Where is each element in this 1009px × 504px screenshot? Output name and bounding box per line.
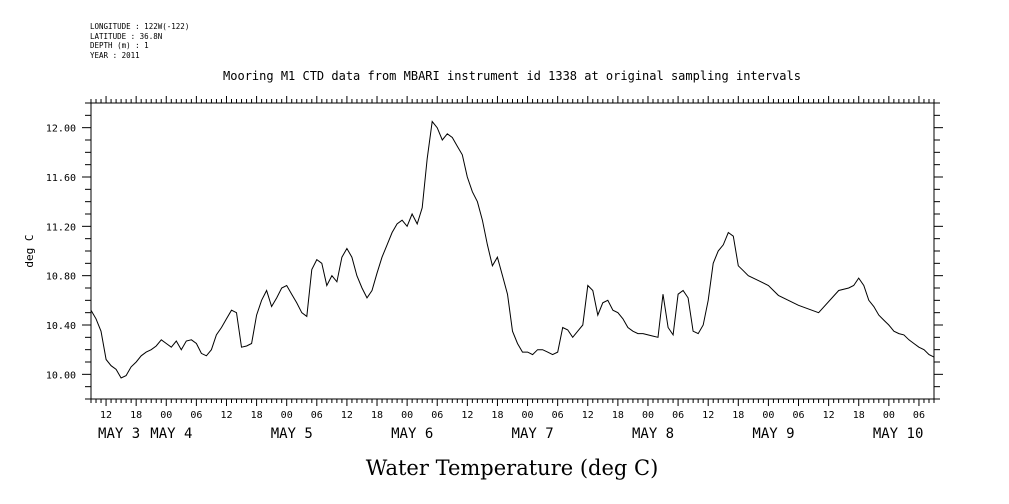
x-hour-tick-label: 00: [642, 410, 654, 421]
x-hour-tick-label: 12: [702, 410, 714, 421]
x-hour-tick-label: 06: [552, 410, 564, 421]
x-hour-tick-label: 00: [762, 410, 774, 421]
x-hour-tick-label: 18: [853, 410, 865, 421]
axes-group: 12 18 00 06 12 18 00 06 12 18 00 06 12 18 00 06 12 18 00 06…: [46, 96, 943, 442]
y-tick-label: 10.80: [46, 272, 76, 283]
x-hour-tick-label: 18: [251, 410, 263, 421]
x-hour-tick-label: 12: [461, 410, 473, 421]
latitude-text: LATITUDE : 36.8N: [90, 31, 163, 41]
x-hour-tick-label: 12: [582, 410, 594, 421]
x-hour-tick-label: 12: [341, 410, 353, 421]
x-hour-tick-label: 00: [401, 410, 413, 421]
metadata-block: LONGITUDE : 122W(-122) LATITUDE : 36.8N …: [90, 22, 189, 60]
x-hour-tick-label: 06: [311, 410, 323, 421]
x-hour-tick-label: 12: [220, 410, 232, 421]
x-day-label: MAY 7: [512, 426, 554, 442]
x-hour-tick-label: 18: [491, 410, 503, 421]
x-axis-label: Water Temperature (deg C): [366, 456, 659, 480]
y-tick-label: 11.60: [46, 173, 76, 184]
y-tick-label: 12.00: [46, 124, 76, 135]
x-hour-tick-label: 06: [431, 410, 443, 421]
plot-frame: [90, 102, 935, 400]
x-hour-tick-label: 12: [823, 410, 835, 421]
x-hour-tick-label: 00: [883, 410, 895, 421]
temperature-series-line: [90, 120, 935, 379]
x-hour-tick-label: 18: [732, 410, 744, 421]
x-hour-tick-label: 00: [522, 410, 534, 421]
longitude-text: LONGITUDE : 122W(-122): [90, 22, 190, 31]
y-tick-label: 10.40: [46, 321, 76, 332]
year-text: YEAR : 2011: [90, 50, 140, 60]
x-day-label: MAY 3: [98, 426, 140, 442]
x-day-label: MAY 10: [873, 426, 924, 442]
x-hour-tick-label: 18: [612, 410, 624, 421]
depth-text: DEPTH (m) : 1: [90, 41, 149, 50]
x-day-label: MAY 4: [150, 426, 192, 442]
x-day-label: MAY 6: [391, 426, 433, 442]
x-hour-tick-label: 00: [160, 410, 172, 421]
x-day-label: MAY 9: [752, 426, 794, 442]
x-hour-tick-label: 00: [281, 410, 293, 421]
y-axis-label: deg C: [23, 234, 36, 267]
x-hour-tick-label: 06: [190, 410, 202, 421]
x-hour-tick-label: 06: [672, 410, 684, 421]
x-hour-tick-label: 12: [100, 410, 112, 421]
chart-title: Mooring M1 CTD data from MBARI instrumen…: [223, 69, 801, 83]
x-hour-tick-label: 06: [792, 410, 804, 421]
x-hour-tick-label: 06: [913, 410, 925, 421]
x-day-label: MAY 8: [632, 426, 674, 442]
x-hour-tick-label: 18: [130, 410, 142, 421]
x-day-label: MAY 5: [271, 426, 313, 442]
y-tick-label: 11.20: [46, 222, 76, 233]
x-hour-tick-label: 18: [371, 410, 383, 421]
y-tick-label: 10.00: [46, 370, 76, 381]
